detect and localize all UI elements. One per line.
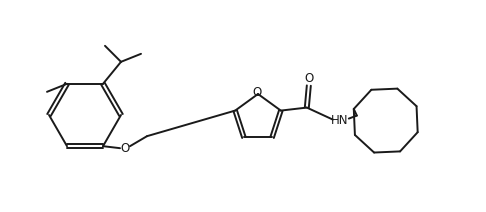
Text: O: O [304, 72, 313, 85]
Text: O: O [252, 86, 261, 99]
Text: HN: HN [331, 114, 348, 127]
Text: O: O [121, 142, 130, 155]
